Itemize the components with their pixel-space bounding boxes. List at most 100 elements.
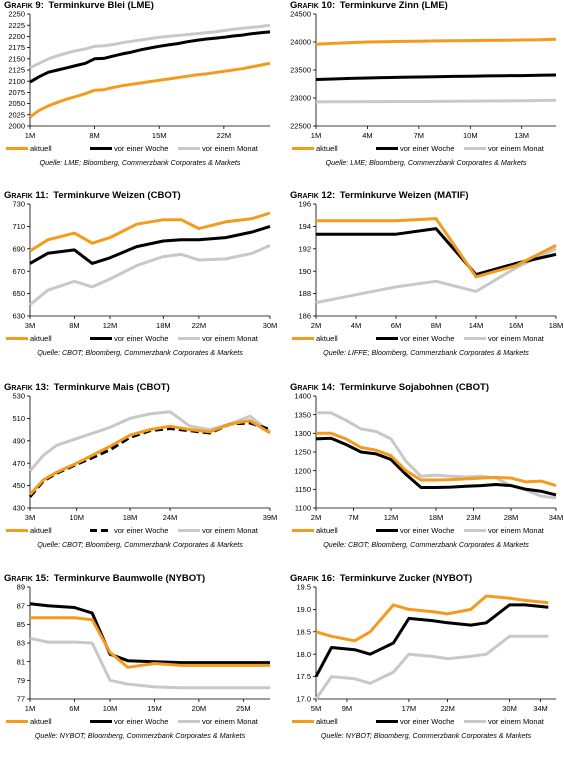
legend-item: vor einer Woche: [90, 526, 168, 535]
chart-title: Grafik 16: Terminkurve Zucker (NYBOT): [290, 573, 472, 584]
legend-swatch: [90, 529, 112, 532]
series-line-monat: [29, 23, 271, 70]
legend-label: vor einer Woche: [400, 334, 455, 343]
y-tick-label: 77: [17, 695, 25, 704]
series-line-monat: [28, 410, 271, 472]
y-tick-label: 2125: [8, 66, 25, 75]
legend-label: vor einem Monat: [488, 334, 544, 343]
y-tick-label: 1100: [295, 504, 311, 513]
x-tick-label: 18M: [549, 321, 564, 330]
legend-label: aktuell: [316, 717, 338, 726]
chart-source: Quelle: LME; Bloomberg, Commerzbank Corp…: [39, 158, 241, 167]
legend-label: vor einer Woche: [400, 526, 455, 535]
chart-title: Grafik 13: Terminkurve Mais (CBOT): [4, 382, 170, 393]
legend-label: aktuell: [30, 717, 52, 726]
chart-title-number: 15:: [35, 573, 50, 584]
x-tick-label: 1M: [25, 704, 35, 713]
chart-plot: 17.0 17.5 18.0 18.5 19.0 19.5 5M 9M 17M 22M 30M 34M: [296, 583, 556, 713]
legend-item: vor einem Monat: [464, 334, 544, 343]
chart-title-number: 9:: [35, 0, 44, 11]
x-tick-label: 39M: [263, 513, 278, 522]
y-tick-label: 194: [298, 222, 311, 231]
x-tick-label: 10M: [103, 704, 118, 713]
series-line-woche: [29, 602, 270, 665]
series-line-aktuell: [316, 431, 557, 488]
series-line-aktuell: [30, 616, 270, 669]
y-tick-label: 2100: [8, 77, 25, 86]
chart-panel: Grafik 14: Terminkurve Sojabohnen (CBOT)…: [288, 382, 564, 572]
y-tick-label: 18.0: [296, 650, 311, 659]
chart-title: Grafik 10: Terminkurve Zinn (LME): [290, 0, 448, 11]
legend-label: vor einem Monat: [202, 717, 258, 726]
x-tick-label: 18M: [123, 513, 138, 522]
y-tick-label: 710: [12, 222, 25, 231]
legend-item: aktuell: [6, 717, 52, 726]
chart-panel: Grafik 9: Terminkurve Blei (LME) 2000 2025…: [2, 0, 278, 190]
y-tick-label: 2075: [8, 88, 25, 97]
y-tick-label: 650: [12, 289, 25, 298]
x-tick-label: 15M: [152, 131, 167, 140]
y-tick-label: 23000: [290, 94, 311, 103]
chart-title-prefix: Grafik: [4, 0, 33, 11]
x-tick-label: 14M: [469, 321, 484, 330]
chart-panel: Grafik 15: Terminkurve Baumwolle (NYBOT)…: [2, 573, 278, 763]
x-tick-label: 24M: [163, 513, 178, 522]
y-tick-label: 690: [12, 244, 25, 253]
legend-item: vor einem Monat: [464, 144, 544, 153]
series-line-monat: [29, 636, 270, 690]
legend-label: vor einem Monat: [202, 334, 258, 343]
chart-title-text: Terminkurve Baumwolle (NYBOT): [53, 573, 206, 584]
legend-label: vor einem Monat: [202, 526, 258, 535]
legend-swatch: [90, 337, 112, 340]
x-tick-label: 16M: [509, 321, 524, 330]
legend-item: vor einem Monat: [178, 717, 258, 726]
axis-line: [315, 14, 556, 127]
chart-panel: Grafik 16: Terminkurve Zucker (NYBOT) 17.…: [288, 573, 564, 763]
legend-label: vor einer Woche: [114, 334, 169, 343]
y-tick-label: 19.5: [296, 583, 311, 592]
y-tick-label: 22500: [290, 122, 311, 131]
y-tick-label: 18.5: [296, 627, 311, 636]
y-tick-label: 470: [12, 459, 25, 468]
legend-label: vor einem Monat: [202, 144, 258, 153]
x-tick-label: 7M: [348, 513, 358, 522]
x-tick-label: 10M: [463, 131, 478, 140]
legend-item: vor einer Woche: [376, 526, 454, 535]
legend-item: vor einer Woche: [376, 144, 454, 153]
x-tick-label: 34M: [549, 513, 564, 522]
legend-item: vor einem Monat: [464, 717, 544, 726]
x-tick-label: 1M: [311, 131, 321, 140]
y-tick-label: 192: [298, 244, 311, 253]
legend-swatch: [376, 337, 398, 340]
legend-item: vor einem Monat: [178, 526, 258, 535]
legend-swatch: [292, 529, 314, 532]
series-line-woche: [28, 421, 271, 498]
y-tick-label: 24000: [290, 38, 311, 47]
x-tick-label: 12M: [103, 321, 118, 330]
y-tick-label: 23500: [290, 66, 311, 75]
legend-swatch: [376, 147, 398, 150]
legend-label: aktuell: [316, 144, 338, 153]
legend-item: vor einer Woche: [90, 334, 168, 343]
legend-swatch: [90, 720, 112, 723]
y-tick-label: 89: [17, 583, 25, 592]
chart-title: Grafik 9: Terminkurve Blei (LME): [4, 0, 154, 11]
y-tick-label: 83: [17, 639, 25, 648]
x-tick-label: 22M: [192, 321, 207, 330]
x-tick-label: 7M: [414, 131, 424, 140]
x-tick-label: 6M: [69, 704, 79, 713]
y-tick-label: 530: [12, 392, 25, 401]
chart-source: Quelle: NYBOT; Bloomberg, Commerzbank Co…: [320, 731, 532, 740]
series-line-woche: [315, 73, 557, 81]
x-tick-label: 22M: [217, 131, 232, 140]
series-line-monat: [315, 247, 557, 305]
series-line-woche: [316, 227, 557, 277]
x-tick-label: 25M: [236, 704, 251, 713]
y-tick-label: 79: [17, 676, 25, 685]
chart-title-text: Terminkurve Weizen (CBOT): [53, 190, 181, 201]
legend-swatch: [178, 337, 200, 340]
x-tick-label: 2M: [311, 513, 321, 522]
chart-plot: 1100 1150 1200 1250 1300 1350 1400 2M 7M 12M 18M 23…: [294, 392, 564, 522]
x-tick-label: 4M: [351, 321, 361, 330]
series-line-monat: [29, 244, 271, 306]
